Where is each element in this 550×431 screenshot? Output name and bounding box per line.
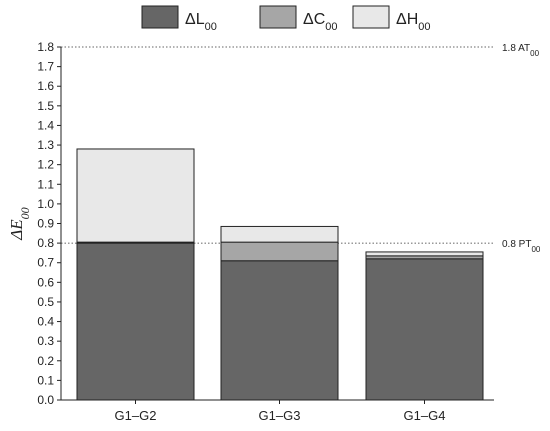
- legend-label: ΔC00: [303, 11, 338, 33]
- legend-swatch: [141, 5, 179, 29]
- reference-lines: 1.8 AT00 0.8 PT00: [61, 43, 541, 254]
- y-tick-label: 0.9: [37, 217, 54, 231]
- bar-segment: [365, 258, 484, 401]
- bar-segment: [76, 242, 195, 401]
- x-category-label: G1–G4: [404, 408, 446, 423]
- y-tick-label: 0.2: [37, 354, 54, 368]
- bar-segment: [220, 241, 339, 262]
- y-tick-label: 0.5: [37, 295, 54, 309]
- y-tick-label: 1.0: [37, 197, 54, 211]
- bar-segment: [76, 148, 195, 243]
- y-tick-label: 1.3: [37, 138, 54, 152]
- y-tick-label: 1.4: [37, 118, 54, 132]
- y-tick-label: 0.4: [37, 315, 54, 329]
- y-tick-label: 1.2: [37, 158, 54, 172]
- bar-segment: [220, 260, 339, 401]
- x-category-label: G1–G3: [259, 408, 301, 423]
- legend-label: ΔL00: [185, 11, 217, 33]
- bars: [76, 148, 484, 401]
- y-tick-label: 1.6: [37, 79, 54, 93]
- legend: ΔL00 ΔC00 ΔH00: [141, 5, 431, 33]
- bar-segment: [365, 251, 484, 257]
- y-tick-label: 0.8: [37, 236, 54, 250]
- y-axis-label: ΔE00: [7, 207, 32, 240]
- y-tick-label: 0.1: [37, 373, 54, 387]
- y-tick-label: 1.5: [37, 99, 54, 113]
- y-tick-label: 1.7: [37, 60, 54, 74]
- y-tick-label: 0.3: [37, 334, 54, 348]
- y-tick-label: 0.0: [37, 393, 54, 407]
- legend-swatch: [259, 5, 297, 29]
- reference-line-label: 1.8 AT00: [502, 43, 540, 58]
- y-tick-label: 1.8: [37, 40, 54, 54]
- y-axis-ticks: 0.0 0.1 0.2 0.3 0.4 0.5 0.6 0.7 0.8 0.9 1.0 1.1 1.2 1…: [37, 40, 61, 407]
- legend-label: ΔH00: [396, 11, 431, 33]
- y-tick-label: 0.6: [37, 275, 54, 289]
- x-axis-categories: G1–G2 G1–G3 G1–G4: [115, 400, 446, 423]
- x-category-label: G1–G2: [115, 408, 157, 423]
- bar-segment: [220, 225, 339, 243]
- y-tick-label: 1.1: [37, 177, 54, 191]
- y-tick-label: 0.7: [37, 256, 54, 270]
- legend-swatch: [352, 5, 390, 29]
- reference-line-label: 0.8 PT00: [502, 239, 541, 254]
